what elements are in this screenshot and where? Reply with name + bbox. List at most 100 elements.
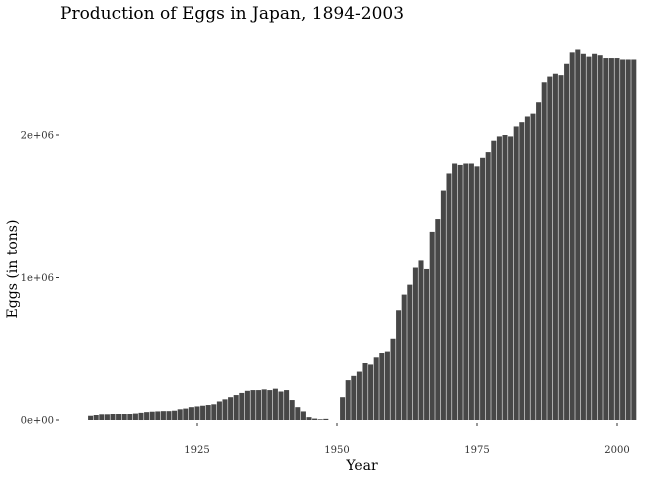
bar-1928 [211, 404, 217, 420]
bar-1945 [306, 417, 312, 420]
y-tick-label: 0e+00 [21, 416, 54, 427]
y-axis: 0e+00 1e+06 2e+06 [21, 131, 59, 427]
bar-1980 [502, 135, 508, 420]
bar-1991 [564, 63, 570, 420]
chart-title: Production of Eggs in Japan, 1894-2003 [60, 4, 404, 24]
bar-1929 [216, 401, 222, 420]
bar-1972 [457, 164, 463, 420]
bar-1906 [88, 415, 94, 420]
bar-1970 [446, 173, 452, 420]
bar-1951 [340, 397, 346, 420]
bar-1963 [407, 284, 413, 421]
bar-2002 [625, 59, 631, 420]
bars-group [88, 49, 637, 421]
bar-2003 [631, 59, 637, 420]
bar-1985 [530, 113, 536, 421]
bar-1919 [160, 411, 166, 420]
bar-1999 [608, 58, 614, 421]
bar-1912 [121, 414, 127, 420]
bar-1997 [597, 55, 603, 420]
bar-1948 [323, 418, 329, 420]
x-tick-label: 1975 [464, 445, 489, 456]
bar-1974 [468, 163, 474, 420]
bar-1968 [435, 219, 441, 420]
bar-1935 [250, 390, 256, 420]
bar-1982 [513, 126, 519, 420]
bar-1927 [205, 405, 211, 420]
bar-1907 [93, 415, 99, 420]
bar-2001 [620, 59, 626, 420]
bar-1917 [149, 411, 155, 420]
bar-1981 [508, 136, 514, 420]
bar-1993 [575, 49, 581, 420]
bar-1986 [536, 102, 542, 420]
y-axis-title: Eggs (in tons) [5, 220, 21, 319]
bar-1957 [373, 357, 379, 420]
bar-1913 [127, 414, 133, 420]
bar-1954 [356, 371, 362, 420]
bar-1910 [110, 414, 116, 420]
bar-1926 [200, 405, 206, 420]
bar-1965 [418, 260, 424, 420]
bar-1937 [261, 389, 267, 420]
bar-1938 [267, 390, 273, 420]
bar-1930 [222, 399, 228, 420]
bar-1924 [188, 407, 194, 420]
bar-1984 [524, 116, 530, 420]
bar-1988 [547, 76, 553, 420]
bar-1933 [239, 392, 245, 420]
bar-1908 [99, 414, 105, 420]
bar-1916 [144, 412, 150, 420]
bar-2000 [614, 58, 620, 421]
bar-1942 [289, 400, 295, 420]
bar-1953 [351, 375, 357, 420]
bar-1940 [278, 391, 284, 420]
bar-1996 [592, 53, 598, 421]
bar-1990 [558, 75, 564, 421]
bar-1955 [362, 363, 368, 420]
bar-1969 [440, 190, 446, 420]
bar-1959 [384, 351, 390, 420]
bar-1971 [452, 163, 458, 420]
bar-1914 [132, 413, 138, 420]
bar-1975 [474, 166, 480, 420]
bar-1976 [480, 157, 486, 421]
bar-1947 [317, 419, 323, 420]
bar-1911 [116, 414, 122, 420]
bar-1921 [172, 410, 178, 420]
y-tick-label: 2e+06 [21, 131, 54, 142]
bar-1915 [138, 412, 144, 421]
x-axis-title: Year [345, 458, 378, 474]
bar-1931 [228, 397, 234, 420]
bar-1987 [541, 82, 547, 421]
bar-1944 [300, 411, 306, 420]
bar-1967 [429, 231, 435, 420]
bar-1998 [603, 58, 609, 421]
x-tick-label: 1950 [324, 445, 349, 456]
bar-1977 [485, 152, 491, 420]
bar-1936 [256, 390, 262, 420]
bar-1939 [272, 388, 278, 420]
x-tick-label: 1925 [184, 445, 209, 456]
bar-1962 [401, 294, 407, 420]
x-tick-label: 2000 [604, 445, 629, 456]
bar-1941 [284, 390, 290, 420]
bar-1995 [586, 56, 592, 421]
bar-1961 [396, 310, 402, 420]
bar-1956 [368, 364, 374, 420]
bar-1932 [233, 395, 239, 420]
bar-1946 [312, 418, 318, 420]
x-axis: 1925 1950 1975 2000 [184, 423, 630, 456]
bar-1925 [194, 406, 200, 420]
y-tick-label: 1e+06 [21, 273, 54, 284]
bar-1960 [390, 338, 396, 420]
bar-1979 [496, 136, 502, 420]
bar-1920 [166, 411, 172, 420]
bar-1994 [580, 53, 586, 421]
bar-1952 [345, 380, 351, 420]
bar-1943 [295, 407, 301, 420]
bar-1918 [155, 411, 161, 420]
bar-1934 [244, 390, 250, 420]
bar-1973 [463, 163, 469, 420]
